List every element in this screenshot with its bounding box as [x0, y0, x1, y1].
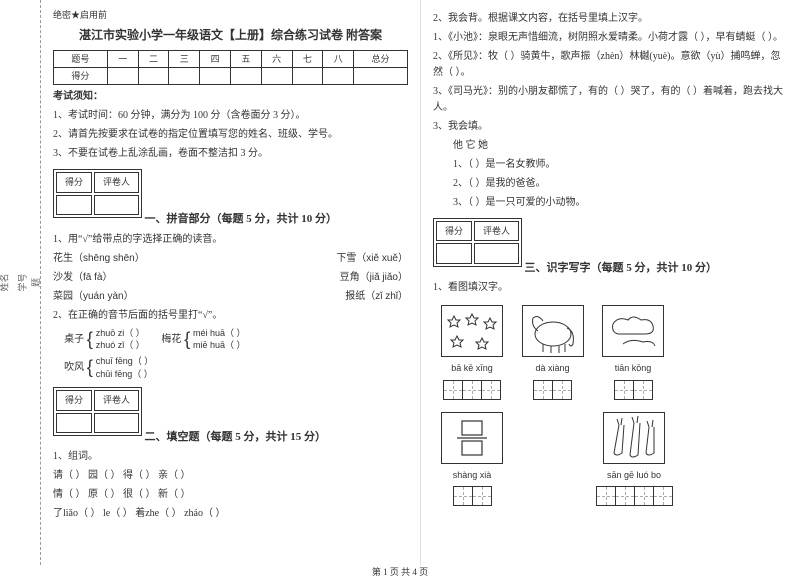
py-3: shàng xià	[439, 468, 505, 482]
exam-title: 湛江市实验小学一年级语文【上册】综合练习试卷 附答案	[53, 26, 408, 45]
page-footer: 第 1 页 共 4 页	[0, 565, 800, 578]
py-2: tiān kōng	[600, 361, 666, 375]
pair2l: 菜园（yuán yàn）	[53, 289, 134, 305]
image-row-1: bā kē xīng dà xiàng	[433, 299, 788, 405]
scorebox-3: 得分评卷人	[433, 218, 522, 267]
grid-2	[614, 380, 653, 400]
s2-l2: 情（ ） 原（ ） 很（ ） 新（ ）	[53, 487, 408, 503]
grid-3	[453, 486, 492, 506]
r-q2: 2、我会背。根据课文内容，在括号里填上汉字。	[433, 11, 788, 27]
r3-3: 3、（ ）是一只可爱的小动物。	[433, 195, 788, 211]
hdr-c0: 题号	[54, 50, 108, 67]
hdr-c3: 三	[169, 50, 200, 67]
py-4: sān gē luó bo	[594, 468, 675, 482]
r-l0: 1、《小池》：泉眼无声惜细流，树阴照水爱晴柔。小荷才露（ ），早有蜻蜓（ ）。	[433, 30, 788, 46]
notice-1: 1、考试时间：60 分钟，满分为 100 分（含卷面分 3 分）。	[53, 108, 408, 124]
grid-0	[443, 380, 501, 400]
section1-title: 一、拼音部分（每题 5 分，共计 10 分）	[145, 213, 338, 225]
hdr-c7: 七	[292, 50, 323, 67]
grid-1	[533, 380, 572, 400]
section3-title: 三、识字写字（每题 5 分，共计 10 分）	[525, 262, 718, 274]
hdr-c8: 八	[323, 50, 354, 67]
hdr-c6: 六	[261, 50, 292, 67]
s2-q1: 1、组词。	[53, 449, 408, 465]
margin-xuehao: 学号	[15, 273, 28, 291]
secret-label: 绝密★启用前	[53, 8, 408, 22]
score-header-table: 题号 一 二 三 四 五 六 七 八 总分 得分	[53, 50, 408, 86]
pair1l: 沙发（fā fà）	[53, 270, 112, 286]
r3-1: 1、（ ）是一名女教师。	[433, 157, 788, 173]
r-l2: 3、《司马光》：别的小朋友都慌了，有的（ ）哭了，有的（ ）着喊着，跑去找大人。	[433, 84, 788, 116]
scorebox-1: 得分评卷人	[53, 169, 142, 218]
binding-margin: 题 学号 姓名 班级 内 学校 线 封 乡镇(街道)	[0, 0, 41, 565]
hdr-c4: 四	[200, 50, 231, 67]
pair0l: 花生（shēng shēn）	[53, 251, 145, 267]
r3-2: 2、（ ）是我的爸爸。	[433, 176, 788, 192]
img-stars	[441, 305, 503, 357]
py-1: dà xiàng	[520, 361, 586, 375]
margin-xingming: 姓名	[0, 273, 10, 291]
scorebox-2: 得分评卷人	[53, 387, 142, 436]
section2-title: 二、填空题（每题 5 分，共计 15 分）	[145, 431, 327, 443]
r-q3: 3、我会填。	[433, 119, 788, 135]
py-0: bā kē xīng	[439, 361, 505, 375]
s2-l1: 请（ ） 园（ ） 得（ ） 亲（ ）	[53, 468, 408, 484]
s3-q1: 1、看图填汉字。	[433, 280, 788, 296]
hdr-c5: 五	[230, 50, 261, 67]
left-column: 绝密★启用前 湛江市实验小学一年级语文【上册】综合练习试卷 附答案 题号 一 二…	[41, 0, 421, 565]
grid-4	[596, 486, 673, 506]
hdr-score: 得分	[54, 67, 108, 84]
r-l1: 2、《所见》：牧（ ）骑黄牛，歌声振（zhèn）林樾(yuè)。意欲（yù）捕鸣…	[433, 49, 788, 81]
pair2r: 报纸（zǐ zhǐ）	[345, 289, 408, 305]
pair0r: 下雪（xiě xuě）	[336, 251, 408, 267]
img-elephant	[522, 305, 584, 357]
pair1r: 豆角（jiǎ jiǎo）	[340, 270, 408, 286]
notice-title: 考试须知：	[53, 89, 408, 105]
img-updown	[441, 412, 503, 464]
s1-q1: 1、用“√”给带点的字选择正确的读音。	[53, 232, 408, 248]
margin-ti: 题	[29, 278, 42, 287]
r3-0: 他 它 她	[433, 138, 788, 154]
right-column: 2、我会背。根据课文内容，在括号里填上汉字。 1、《小池》：泉眼无声惜细流，树阴…	[421, 0, 800, 565]
hdr-c9: 总分	[354, 50, 408, 67]
hdr-c2: 二	[138, 50, 169, 67]
notice-2: 2、请首先按要求在试卷的指定位置填写您的姓名、班级、学号。	[53, 127, 408, 143]
img-sky	[602, 305, 664, 357]
image-row-2: shàng xià sān gē luó bo	[433, 406, 788, 512]
notice-3: 3、不要在试卷上乱涂乱画，卷面不整洁扣 3 分。	[53, 146, 408, 162]
s1-q2: 2、在正确的音节后面的括号里打“√”。	[53, 308, 408, 324]
img-carrots	[603, 412, 665, 464]
hdr-c1: 一	[107, 50, 138, 67]
s2-l3: 了liǎo（ ） le（ ） 着zhe（ ） zháo（ ）	[53, 506, 408, 522]
